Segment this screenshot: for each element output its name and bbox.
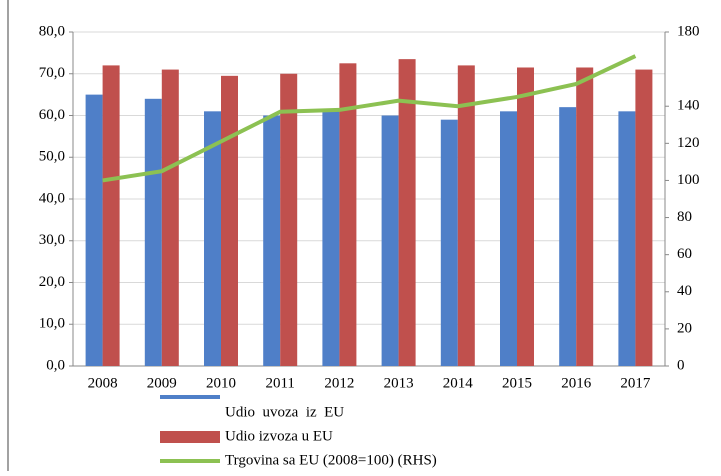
x-tick-label: 2011: [265, 375, 294, 391]
y2-tick-label: 140: [677, 98, 700, 114]
x-tick-label: 2010: [206, 375, 236, 391]
bar: [322, 111, 340, 366]
bar: [161, 69, 179, 366]
bar: [440, 119, 458, 366]
legend-swatch: [160, 431, 220, 443]
y2-tick-label: 80: [677, 209, 692, 225]
y2-tick-label: 100: [677, 172, 700, 188]
x-tick-label: 2016: [561, 375, 592, 391]
legend-label: Udio izvoza u EU: [225, 428, 333, 444]
bar: [102, 65, 120, 367]
line-series: [102, 54, 637, 183]
y2-tick-label: 40: [677, 283, 692, 299]
x-tick-label: 2009: [147, 375, 177, 391]
bar: [280, 73, 298, 366]
y2-tick-label: 120: [677, 135, 700, 151]
y-tick-label: 80,0: [39, 23, 65, 39]
x-tick-label: 2012: [324, 375, 354, 391]
x-tick-label: 2017: [620, 375, 651, 391]
bar: [263, 115, 281, 366]
bar: [339, 63, 357, 366]
x-tick-label: 2008: [88, 375, 118, 391]
x-tick-label: 2014: [443, 375, 474, 391]
bar: [457, 65, 475, 367]
y2-tick-label: 0: [677, 357, 685, 373]
bar: [221, 75, 238, 367]
bar: [204, 111, 221, 366]
bar: [85, 94, 103, 366]
y-tick-label: 50,0: [39, 149, 65, 165]
y2-tick-label: 20: [677, 320, 692, 336]
y2-tick-label: 60: [677, 246, 692, 262]
bar: [635, 69, 653, 366]
legend-label: Udio uvoza iz EU: [225, 404, 344, 420]
x-tick-label: 2015: [502, 375, 532, 391]
bar: [559, 107, 577, 367]
bar: [576, 67, 594, 367]
y-tick-label: 20,0: [39, 274, 65, 290]
bar: [398, 59, 416, 366]
legend-label: Trgovina sa EU (2008=100) (RHS): [225, 452, 437, 468]
bar: [500, 111, 517, 366]
y-tick-label: 10,0: [39, 316, 65, 332]
bar: [144, 98, 162, 367]
bar: [517, 67, 534, 367]
y-tick-label: 60,0: [39, 107, 65, 123]
bar: [618, 111, 636, 366]
y2-tick-label: 180: [677, 23, 700, 39]
x-tick-label: 2013: [384, 375, 414, 391]
y-tick-label: 0,0: [46, 357, 65, 373]
y-tick-label: 40,0: [39, 190, 65, 206]
y-tick-label: 70,0: [39, 65, 65, 81]
bar: [381, 115, 399, 366]
y-tick-label: 30,0: [39, 232, 65, 248]
